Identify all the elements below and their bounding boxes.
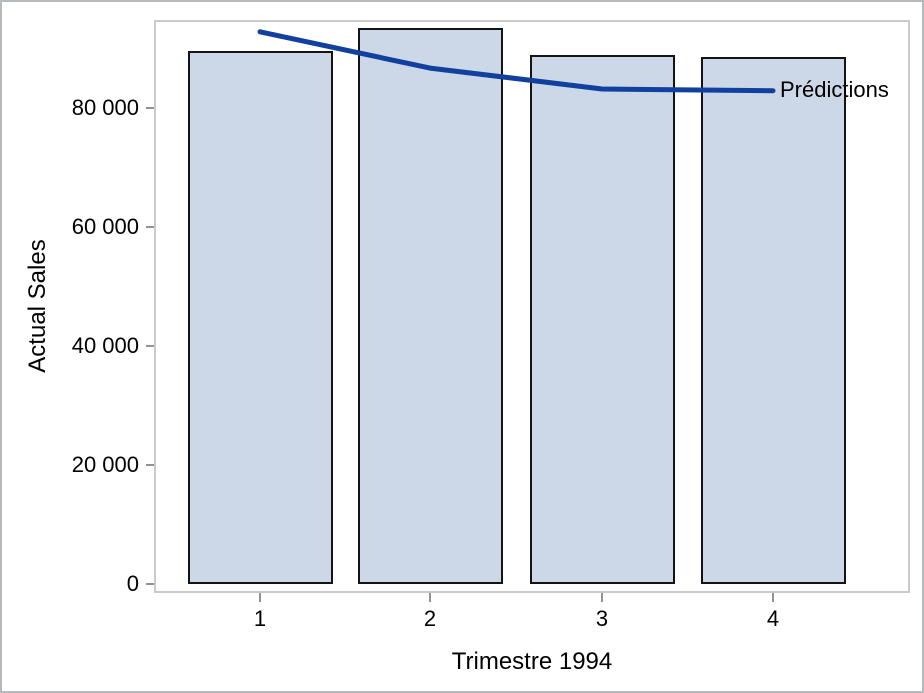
y-tick-label: 60 000 — [71, 214, 139, 239]
bar-quarter-1 — [187, 50, 333, 584]
bar-quarter-3 — [529, 55, 675, 584]
x-tick-mark — [772, 593, 774, 602]
y-tick-label: 0 — [126, 571, 139, 596]
x-tick-label: 4 — [766, 606, 780, 631]
x-tick-mark — [601, 593, 603, 602]
x-axis-title: Trimestre 1994 — [451, 648, 613, 675]
x-tick-label: 1 — [253, 606, 267, 631]
y-tick-label: 80 000 — [71, 95, 139, 120]
predictions-line — [257, 29, 776, 94]
y-tick-label: 20 000 — [71, 452, 139, 477]
prediction-line-layer — [257, 29, 776, 94]
bar-quarter-4 — [700, 57, 846, 584]
y-tick-mark — [146, 464, 154, 466]
y-tick-mark — [146, 226, 154, 228]
y-tick-label: 40 000 — [71, 333, 139, 358]
y-tick-mark — [146, 583, 154, 585]
plot-area — [154, 20, 910, 593]
curve-label: Prédictions — [780, 77, 889, 102]
y-axis-title: Actual Sales — [24, 239, 51, 373]
y-tick-mark — [146, 345, 154, 347]
x-tick-label: 3 — [595, 606, 609, 631]
bars-layer — [156, 22, 908, 591]
x-tick-mark — [259, 593, 261, 602]
y-tick-mark — [146, 107, 154, 109]
x-tick-mark — [429, 593, 431, 602]
bar-quarter-2 — [357, 28, 503, 584]
x-tick-label: 2 — [423, 606, 437, 631]
